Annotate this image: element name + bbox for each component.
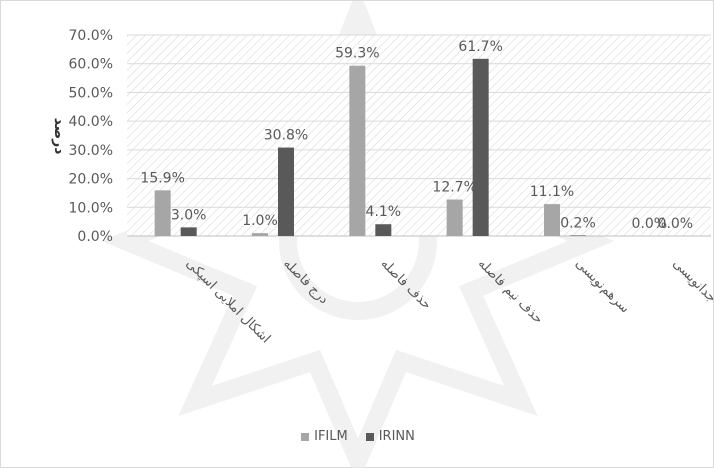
legend-label-ifilm: IFILM	[314, 429, 348, 444]
data-label-irinn: 4.1%	[366, 204, 402, 220]
y-tick-label: 60.0%	[69, 57, 113, 73]
legend-item-irinn: IRINN	[365, 429, 415, 444]
data-label-ifilm: 1.0%	[242, 213, 278, 229]
legend-label-irinn: IRINN	[378, 429, 415, 444]
plot-area-background	[127, 35, 711, 236]
bar-irinn	[278, 147, 294, 236]
data-label-ifilm: 59.3%	[335, 46, 379, 62]
bar-irinn	[472, 58, 489, 236]
y-tick-label: 70.0%	[69, 28, 113, 44]
bar-irinn	[180, 227, 197, 236]
x-category-label: حذف نیم فاصله	[475, 256, 546, 327]
x-category-label: حذف فاصله	[378, 256, 435, 313]
bars	[154, 58, 586, 236]
x-axis-categories: اشکال املایی اسپکی درج فاصله حذف فاصله حذف …	[183, 256, 714, 346]
y-tick-label: 50.0%	[69, 85, 113, 101]
legend-swatch-irinn	[365, 432, 374, 441]
x-category-label: درج فاصله	[280, 256, 331, 307]
data-labels: 15.9% 3.0% 1.0% 30.8% 59.3% 4.1% 12.7% 61.7% 11.…	[140, 39, 693, 232]
y-tick-label: 20.0%	[69, 172, 113, 188]
y-tick-label: 10.0%	[69, 200, 113, 216]
data-label-irinn: 3.0%	[171, 207, 207, 223]
bar-ifilm	[544, 204, 560, 236]
bar-ifilm	[154, 190, 171, 236]
x-category-label: اشکال املایی اسپکی	[183, 256, 273, 346]
data-label-irinn: 0.2%	[560, 215, 596, 231]
data-label-ifilm: 12.7%	[432, 180, 476, 196]
data-label-ifilm: 15.9%	[140, 170, 184, 186]
legend: IFILM IRINN	[1, 429, 714, 444]
bar-irinn	[375, 224, 392, 236]
bar-irinn	[570, 235, 586, 236]
bar-ifilm	[446, 199, 463, 236]
y-axis-label: درصد	[51, 118, 67, 155]
grid-lines	[127, 34, 711, 237]
data-label-ifilm: 0.0%	[632, 216, 668, 232]
y-axis-ticks: 0.0% 10.0% 20.0% 30.0% 40.0% 50.0% 60.0% 70.0%	[69, 28, 113, 245]
bar-ifilm	[349, 65, 366, 236]
legend-item-ifilm: IFILM	[301, 429, 348, 444]
data-label-irinn: 30.8%	[264, 128, 308, 144]
legend-swatch-ifilm	[301, 432, 310, 441]
data-label-irinn: 0.0%	[658, 216, 694, 232]
data-label-ifilm: 11.1%	[530, 184, 574, 200]
y-tick-label: 30.0%	[69, 143, 113, 159]
x-category-label: سرهم‌نویسی	[572, 256, 632, 316]
data-label-irinn: 61.7%	[458, 39, 502, 55]
bar-ifilm	[252, 233, 268, 236]
x-category-label: جدانویسی	[670, 256, 714, 305]
y-tick-label: 40.0%	[69, 114, 113, 130]
y-tick-label: 0.0%	[77, 229, 113, 245]
